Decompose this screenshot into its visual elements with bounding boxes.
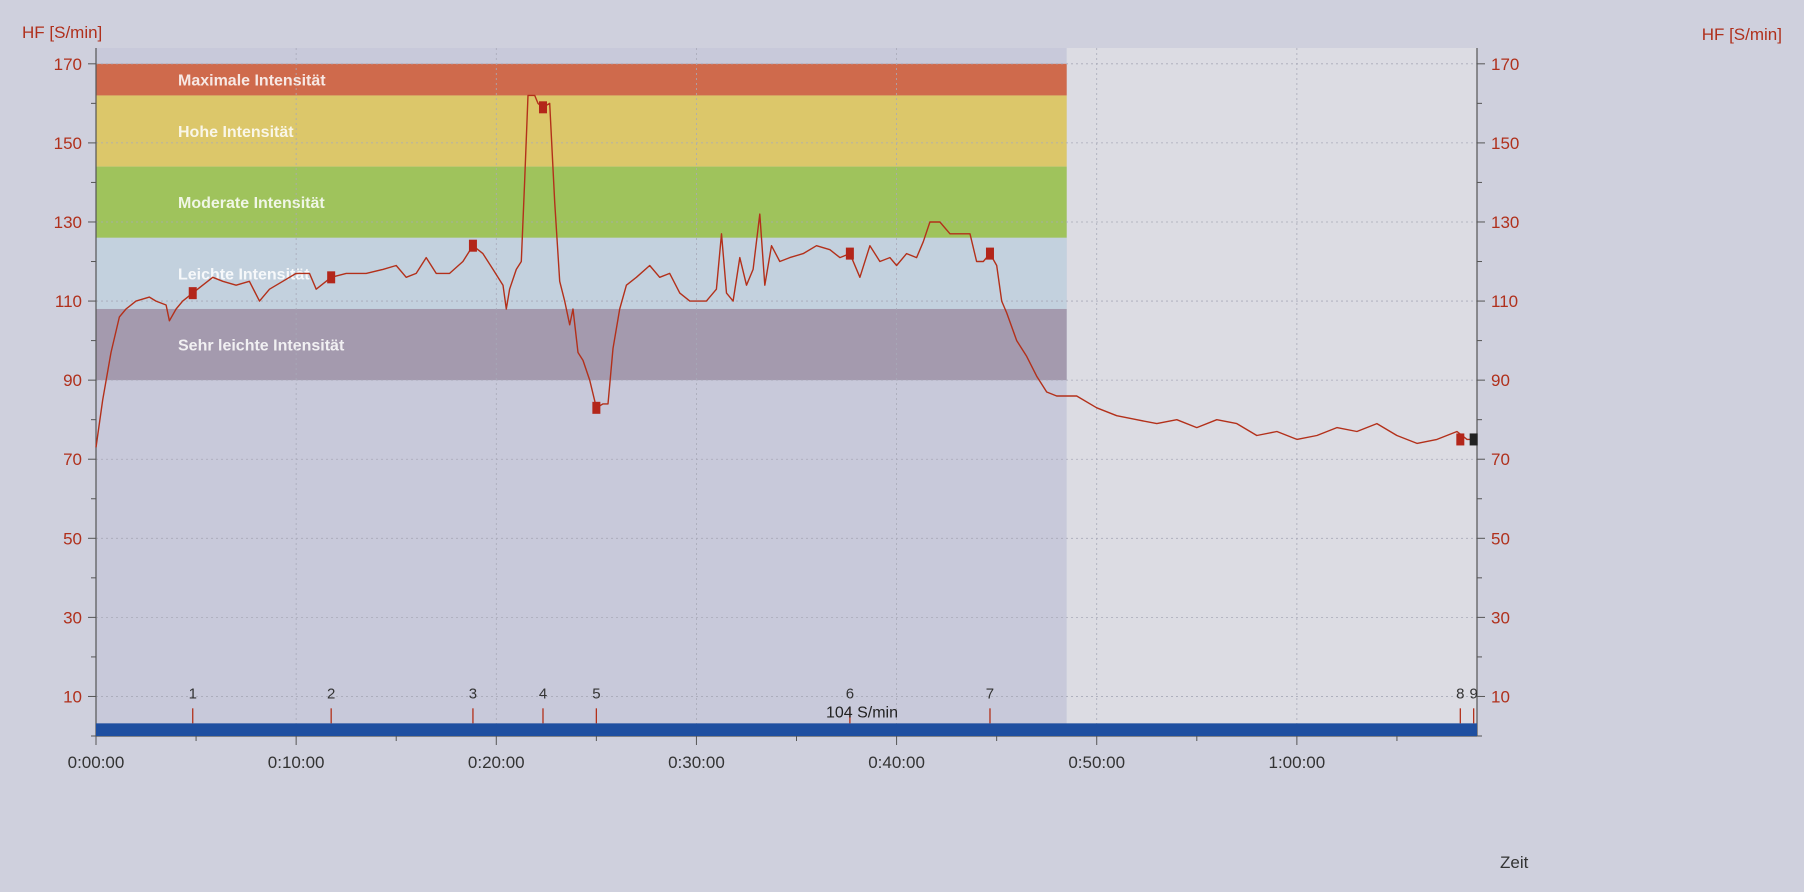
y-tick-label-right: 170 bbox=[1491, 55, 1519, 74]
zone-label-2: Hohe Intensität bbox=[178, 124, 294, 141]
zone-band-3 bbox=[96, 166, 1067, 238]
axis-labels: HF [S/min] HF [S/min] Zeit 104 S/min bbox=[22, 23, 1782, 872]
lap-marker-7 bbox=[985, 247, 994, 260]
average-hr-label: 104 S/min bbox=[826, 704, 898, 721]
lap-marker-8 bbox=[1456, 433, 1465, 446]
lap-number-9: 9 bbox=[1469, 685, 1477, 702]
lap-number-4: 4 bbox=[539, 685, 547, 702]
y-tick-label-left: 130 bbox=[54, 213, 82, 232]
x-tick-label: 0:30:00 bbox=[668, 753, 725, 772]
lap-number-2: 2 bbox=[327, 685, 335, 702]
x-axis-label: Zeit bbox=[1500, 853, 1529, 872]
y-tick-label-right: 90 bbox=[1491, 371, 1510, 390]
lap-number-1: 1 bbox=[189, 685, 197, 702]
y-tick-label-left: 30 bbox=[63, 608, 82, 627]
lap-marker-5 bbox=[592, 401, 601, 414]
intensity-zones: Maximale Intensität Hohe Intensität Modera… bbox=[96, 63, 1067, 381]
y-tick-label-left: 10 bbox=[63, 687, 82, 706]
zone-label-4: Leichte Intensität bbox=[178, 266, 310, 283]
y-tick-label-left: 110 bbox=[55, 292, 82, 311]
y-tick-label-right: 110 bbox=[1491, 292, 1518, 311]
lap-marker-3 bbox=[468, 239, 477, 252]
y-tick-label-left: 70 bbox=[63, 450, 82, 469]
zone-band-1 bbox=[96, 63, 1067, 96]
lap-number-6: 6 bbox=[846, 685, 854, 702]
y-tick-label-right: 70 bbox=[1491, 450, 1510, 469]
zone-label-1: Maximale Intensität bbox=[178, 73, 326, 90]
plot-area-right bbox=[1066, 48, 1477, 736]
baseline-bar bbox=[96, 723, 1477, 736]
lap-number-8: 8 bbox=[1456, 685, 1464, 702]
x-tick-label: 0:50:00 bbox=[1068, 753, 1125, 772]
x-tick-label: 1:00:00 bbox=[1269, 753, 1326, 772]
zone-label-3: Moderate Intensität bbox=[178, 195, 325, 212]
lap-marker-1 bbox=[188, 287, 197, 300]
lap-marker-2 bbox=[327, 271, 336, 284]
hr-series bbox=[95, 94, 1477, 448]
x-tick-label: 0:00:00 bbox=[68, 753, 125, 772]
x-tick-label: 0:40:00 bbox=[868, 753, 925, 772]
y-tick-label-right: 150 bbox=[1491, 134, 1519, 153]
zone-label-5: Sehr leichte Intensität bbox=[178, 338, 345, 355]
zone-band-2 bbox=[96, 95, 1067, 167]
lap-number-5: 5 bbox=[592, 685, 600, 702]
x-tick-label: 0:20:00 bbox=[468, 753, 525, 772]
x-tick-label: 0:10:00 bbox=[268, 753, 325, 772]
y-tick-label-left: 90 bbox=[63, 371, 82, 390]
y-tick-label-left: 150 bbox=[54, 134, 82, 153]
lap-number-3: 3 bbox=[469, 685, 477, 702]
lap-marker-4 bbox=[538, 101, 547, 114]
y-tick-label-right: 130 bbox=[1491, 213, 1519, 232]
lap-marker-9 bbox=[1469, 433, 1478, 446]
y-tick-label-right: 50 bbox=[1491, 529, 1510, 548]
y-axis-label-right: HF [S/min] bbox=[1702, 25, 1782, 44]
lap-number-7: 7 bbox=[986, 685, 994, 702]
y-tick-label-left: 170 bbox=[54, 55, 82, 74]
y-tick-label-right: 30 bbox=[1491, 608, 1510, 627]
y-tick-label-left: 50 bbox=[63, 529, 82, 548]
hr-line bbox=[95, 94, 1477, 448]
zone-band-5 bbox=[96, 308, 1067, 381]
lap-marker-6 bbox=[845, 247, 854, 260]
grid-lines bbox=[96, 48, 1477, 736]
y-axis-label-left: HF [S/min] bbox=[22, 23, 102, 42]
y-tick-label-right: 10 bbox=[1491, 687, 1510, 706]
